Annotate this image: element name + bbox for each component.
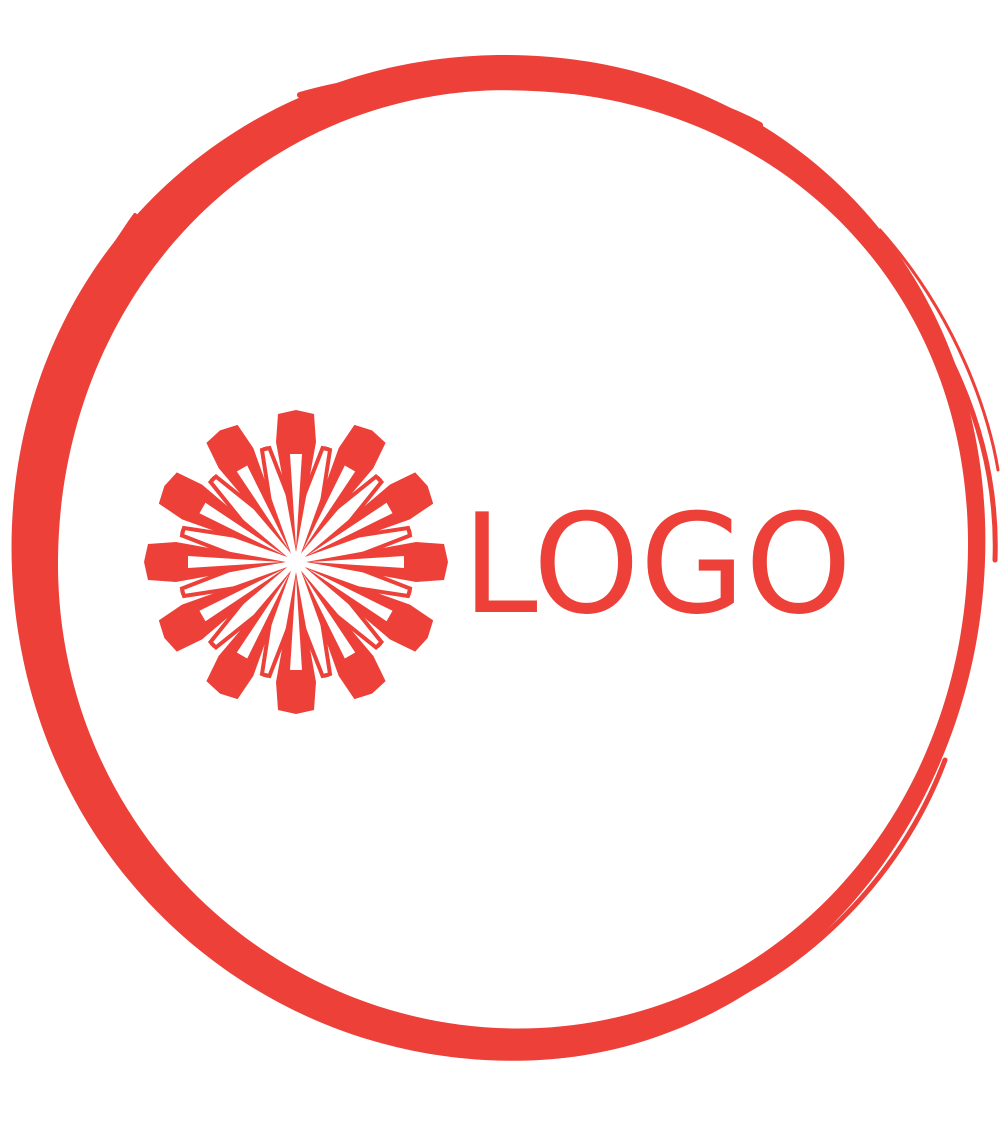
starburst-ray <box>158 472 288 557</box>
brush-streak-top-2 <box>248 87 782 152</box>
starburst-slit <box>308 569 393 622</box>
starburst-slit <box>236 465 289 550</box>
starburst-ray <box>206 424 291 554</box>
brush-streak-top <box>297 68 763 128</box>
starburst-slit <box>303 465 356 550</box>
starburst-slit <box>308 502 393 555</box>
starburst-slit <box>199 569 284 622</box>
starburst-ray <box>301 570 386 700</box>
brush-circle-frame <box>11 55 1000 1061</box>
brush-streak-right-2 <box>878 228 1000 472</box>
starburst-slit <box>303 574 356 659</box>
brush-streak-right <box>817 187 998 563</box>
logo-wordmark: LOGO <box>462 484 852 645</box>
starburst-bracket <box>207 445 291 525</box>
brush-streak-bottom-right <box>677 757 948 1023</box>
starburst-ray <box>301 424 386 554</box>
starburst-slit <box>236 574 289 659</box>
starburst-slit <box>199 502 284 555</box>
starburst-slit <box>290 454 302 548</box>
starburst-hub <box>286 552 306 572</box>
brush-streak-bottom <box>498 918 832 1047</box>
starburst-slit <box>188 556 282 568</box>
radial-starburst-icon <box>144 410 448 714</box>
starburst-slit <box>310 556 404 568</box>
brush-streak-left <box>16 213 137 562</box>
starburst-slit <box>290 576 302 670</box>
